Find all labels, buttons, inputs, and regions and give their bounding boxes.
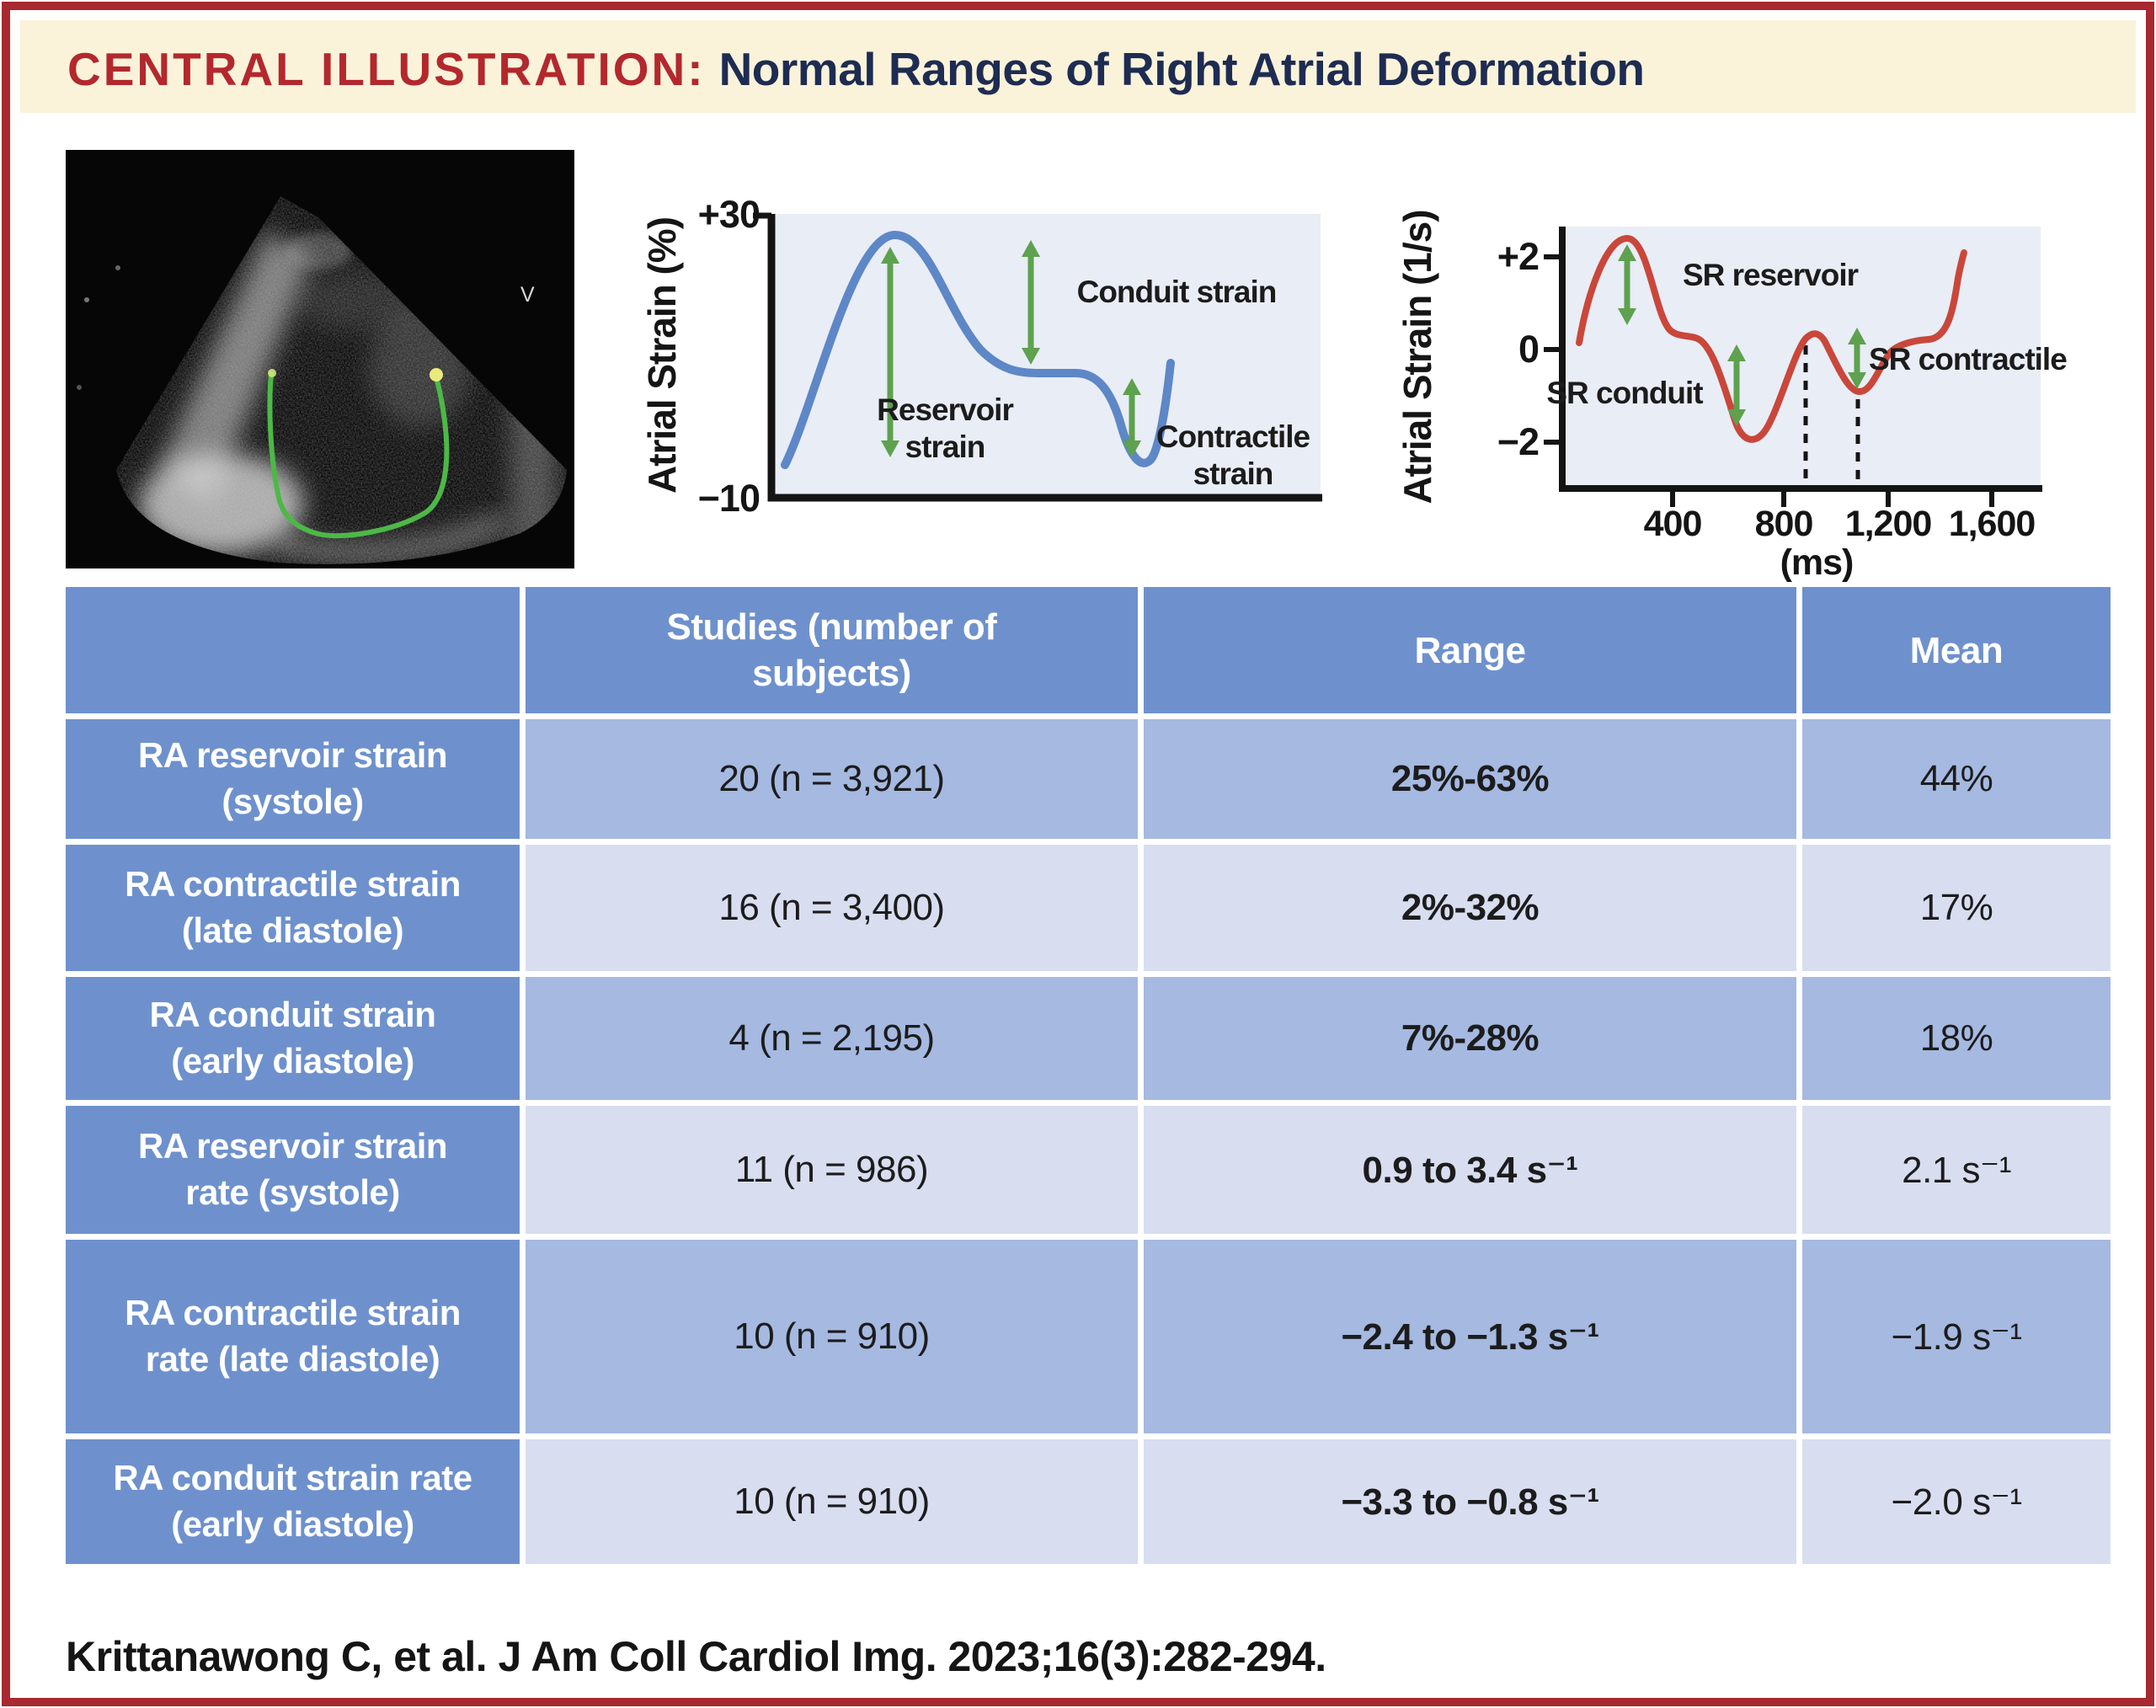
header-cell-blank	[66, 587, 520, 713]
trace-anchor-dot-right	[430, 368, 443, 382]
range-cell: 2%-32%	[1144, 845, 1796, 971]
mean-cell: −2.0 s⁻¹	[1802, 1439, 2111, 1564]
reservoir-strain-label: Reservoir strain	[877, 392, 1013, 464]
atrial-strain-chart: Atrial Strain (%) +30 −10	[640, 183, 1332, 574]
echo-scale-mark	[115, 265, 120, 270]
axes	[1559, 227, 2042, 492]
conduit-strain-label: Conduit strain	[1077, 275, 1277, 309]
y-tick-plus2: +2	[1497, 235, 1539, 278]
conduit-strain-arrow	[1022, 240, 1040, 365]
sr-reservoir-arrow	[1618, 244, 1636, 325]
row-label: RA contractile strain rate (late diastol…	[66, 1240, 520, 1433]
mean-cell: 17%	[1802, 845, 2111, 971]
mean-cell: −1.9 s⁻¹	[1802, 1240, 2111, 1433]
row-label: RA reservoir strain (systole)	[66, 719, 520, 839]
row-label: RA contractile strain (late diastole)	[66, 845, 520, 971]
y-tick-minus10: −10	[698, 477, 760, 520]
echo-scale-mark	[84, 297, 89, 302]
range-cell: 7%-28%	[1144, 977, 1796, 1100]
ra-contour-trace	[267, 371, 450, 539]
studies-cell: 10 (n = 910)	[526, 1240, 1138, 1433]
echo-v-marker: V	[520, 283, 535, 307]
range-cell: −2.4 to −1.3 s⁻¹	[1144, 1240, 1796, 1433]
y-axis-label: Atrial Strain (1/s)	[1396, 210, 1439, 504]
title-kicker: CENTRAL ILLUSTRATION:	[67, 43, 706, 95]
y-tick-zero: 0	[1518, 328, 1539, 371]
row-label: RA conduit strain rate (early diastole)	[66, 1439, 520, 1564]
range-cell: 25%-63%	[1144, 719, 1796, 839]
x-tick-1200: 1,200	[1845, 504, 1932, 544]
y-tick-marks	[1544, 254, 1562, 445]
citation: Krittanawong C, et al. J Am Coll Cardiol…	[66, 1633, 1326, 1680]
x-tick-marks	[1670, 492, 1994, 507]
y-axis-label: Atrial Strain (%)	[640, 217, 684, 494]
sr-conduit-label: SR conduit	[1546, 376, 1703, 410]
row-label: RA reservoir strain rate (systole)	[66, 1106, 520, 1234]
x-axis-label: (ms)	[1780, 542, 1854, 583]
normal-ranges-table: Studies (number of subjects) Range Mean …	[66, 587, 2111, 1564]
reservoir-strain-arrow	[881, 247, 899, 457]
x-tick-800: 800	[1755, 504, 1813, 544]
echo-scale-mark	[77, 385, 82, 390]
strain-curve	[781, 230, 1175, 469]
studies-cell: 10 (n = 910)	[526, 1439, 1138, 1564]
mean-cell: 18%	[1802, 977, 2111, 1100]
page-title: Normal Ranges of Right Atrial Deformatio…	[718, 43, 1645, 95]
strain-rate-curve	[1576, 234, 1967, 443]
contractile-strain-arrow	[1123, 378, 1141, 457]
header-cell-range: Range	[1144, 587, 1796, 713]
cycle-phase-dashed-lines	[1803, 345, 1860, 488]
header-cell-mean: Mean	[1802, 587, 2111, 713]
range-cell: 0.9 to 3.4 s⁻¹	[1144, 1106, 1796, 1234]
sr-contractile-arrow	[1848, 328, 1866, 389]
title-band: CENTRAL ILLUSTRATION: Normal Ranges of Ri…	[20, 20, 2136, 113]
studies-cell: 16 (n = 3,400)	[526, 845, 1138, 971]
y-tick-plus30: +30	[698, 193, 760, 236]
row-label: RA conduit strain (early diastole)	[66, 977, 520, 1100]
studies-cell: 4 (n = 2,195)	[526, 977, 1138, 1100]
atrial-strain-svg: Atrial Strain (%) +30 −10	[640, 193, 1322, 520]
echocardiogram-image: V	[66, 150, 574, 568]
sr-contractile-label: SR contractile	[1869, 342, 2067, 376]
mean-cell: 2.1 s⁻¹	[1802, 1106, 2111, 1234]
atrial-strain-rate-svg: Atrial Strain (1/s) +2 0 −2 400 800	[1396, 210, 2068, 583]
sr-conduit-arrow	[1727, 344, 1746, 426]
y-tick-minus2: −2	[1497, 420, 1539, 463]
sr-reservoir-label: SR reservoir	[1683, 258, 1859, 292]
figure-title: CENTRAL ILLUSTRATION: Normal Ranges of Ri…	[67, 42, 1645, 96]
studies-cell: 11 (n = 986)	[526, 1106, 1138, 1234]
range-cell: −3.3 to −0.8 s⁻¹	[1144, 1439, 1796, 1564]
mean-cell: 44%	[1802, 719, 2111, 839]
contractile-strain-label: Contractile strain	[1156, 419, 1310, 491]
echo-svg: V	[66, 150, 574, 568]
atrial-strain-rate-chart: Atrial Strain (1/s) +2 0 −2 400 800	[1396, 197, 2078, 583]
x-tick-1600: 1,600	[1949, 504, 2036, 544]
studies-cell: 20 (n = 3,921)	[526, 719, 1138, 839]
header-cell-studies: Studies (number of subjects)	[526, 587, 1138, 713]
trace-anchor-dot-left	[268, 369, 276, 377]
axes	[767, 214, 1322, 502]
x-tick-400: 400	[1644, 504, 1702, 544]
